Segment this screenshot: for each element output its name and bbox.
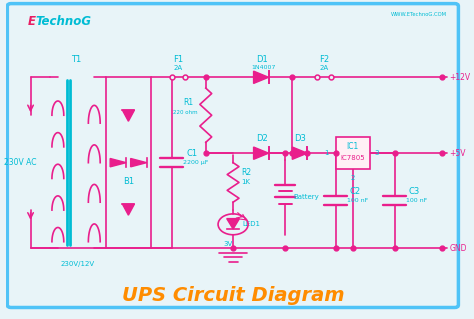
Text: WWW.ETechnoG.COM: WWW.ETechnoG.COM [391, 11, 447, 17]
Polygon shape [227, 219, 239, 229]
Text: 3V: 3V [224, 241, 233, 247]
Text: Battery: Battery [293, 195, 319, 200]
FancyBboxPatch shape [336, 137, 370, 169]
Text: D2: D2 [256, 134, 268, 144]
Text: 100 nF: 100 nF [406, 198, 427, 203]
Text: 2A: 2A [174, 65, 183, 71]
Text: 100 nF: 100 nF [346, 198, 368, 203]
Text: 2200 µF: 2200 µF [182, 160, 208, 165]
Text: F1: F1 [173, 56, 183, 64]
Text: +5V: +5V [449, 149, 466, 158]
Polygon shape [254, 71, 269, 84]
Text: 1N4007: 1N4007 [251, 65, 276, 70]
Bar [106, 77, 151, 248]
Text: 1: 1 [324, 150, 328, 156]
Text: C3: C3 [408, 187, 419, 196]
Text: E: E [27, 15, 36, 28]
Polygon shape [122, 110, 135, 121]
Text: 220 ohm: 220 ohm [173, 109, 198, 115]
Text: LED1: LED1 [242, 221, 260, 227]
Text: TechnoG: TechnoG [35, 15, 91, 28]
Text: T1: T1 [71, 56, 81, 64]
Text: F2: F2 [319, 56, 329, 64]
Text: 2A: 2A [319, 65, 328, 71]
Text: 2: 2 [350, 175, 355, 182]
Text: C1: C1 [187, 149, 198, 158]
Text: 230V AC: 230V AC [4, 158, 37, 167]
Polygon shape [254, 147, 269, 160]
Text: 230V/12V: 230V/12V [60, 261, 94, 267]
Text: IC1: IC1 [346, 142, 359, 151]
Text: D1: D1 [256, 56, 268, 64]
Text: R2: R2 [241, 168, 251, 177]
Text: 1K: 1K [241, 179, 250, 185]
Text: B1: B1 [123, 177, 134, 186]
Text: C2: C2 [349, 187, 360, 196]
Polygon shape [122, 204, 135, 215]
Text: IC7805: IC7805 [340, 155, 365, 161]
Text: +12V: +12V [449, 73, 470, 82]
Text: 3: 3 [374, 150, 379, 156]
Polygon shape [292, 147, 307, 160]
Text: UPS Circuit Diagram: UPS Circuit Diagram [122, 286, 345, 305]
Text: GND: GND [449, 243, 467, 253]
Polygon shape [131, 159, 146, 167]
Polygon shape [110, 159, 126, 167]
Text: D3: D3 [294, 134, 306, 144]
Text: R1: R1 [183, 98, 193, 107]
FancyBboxPatch shape [7, 4, 458, 308]
